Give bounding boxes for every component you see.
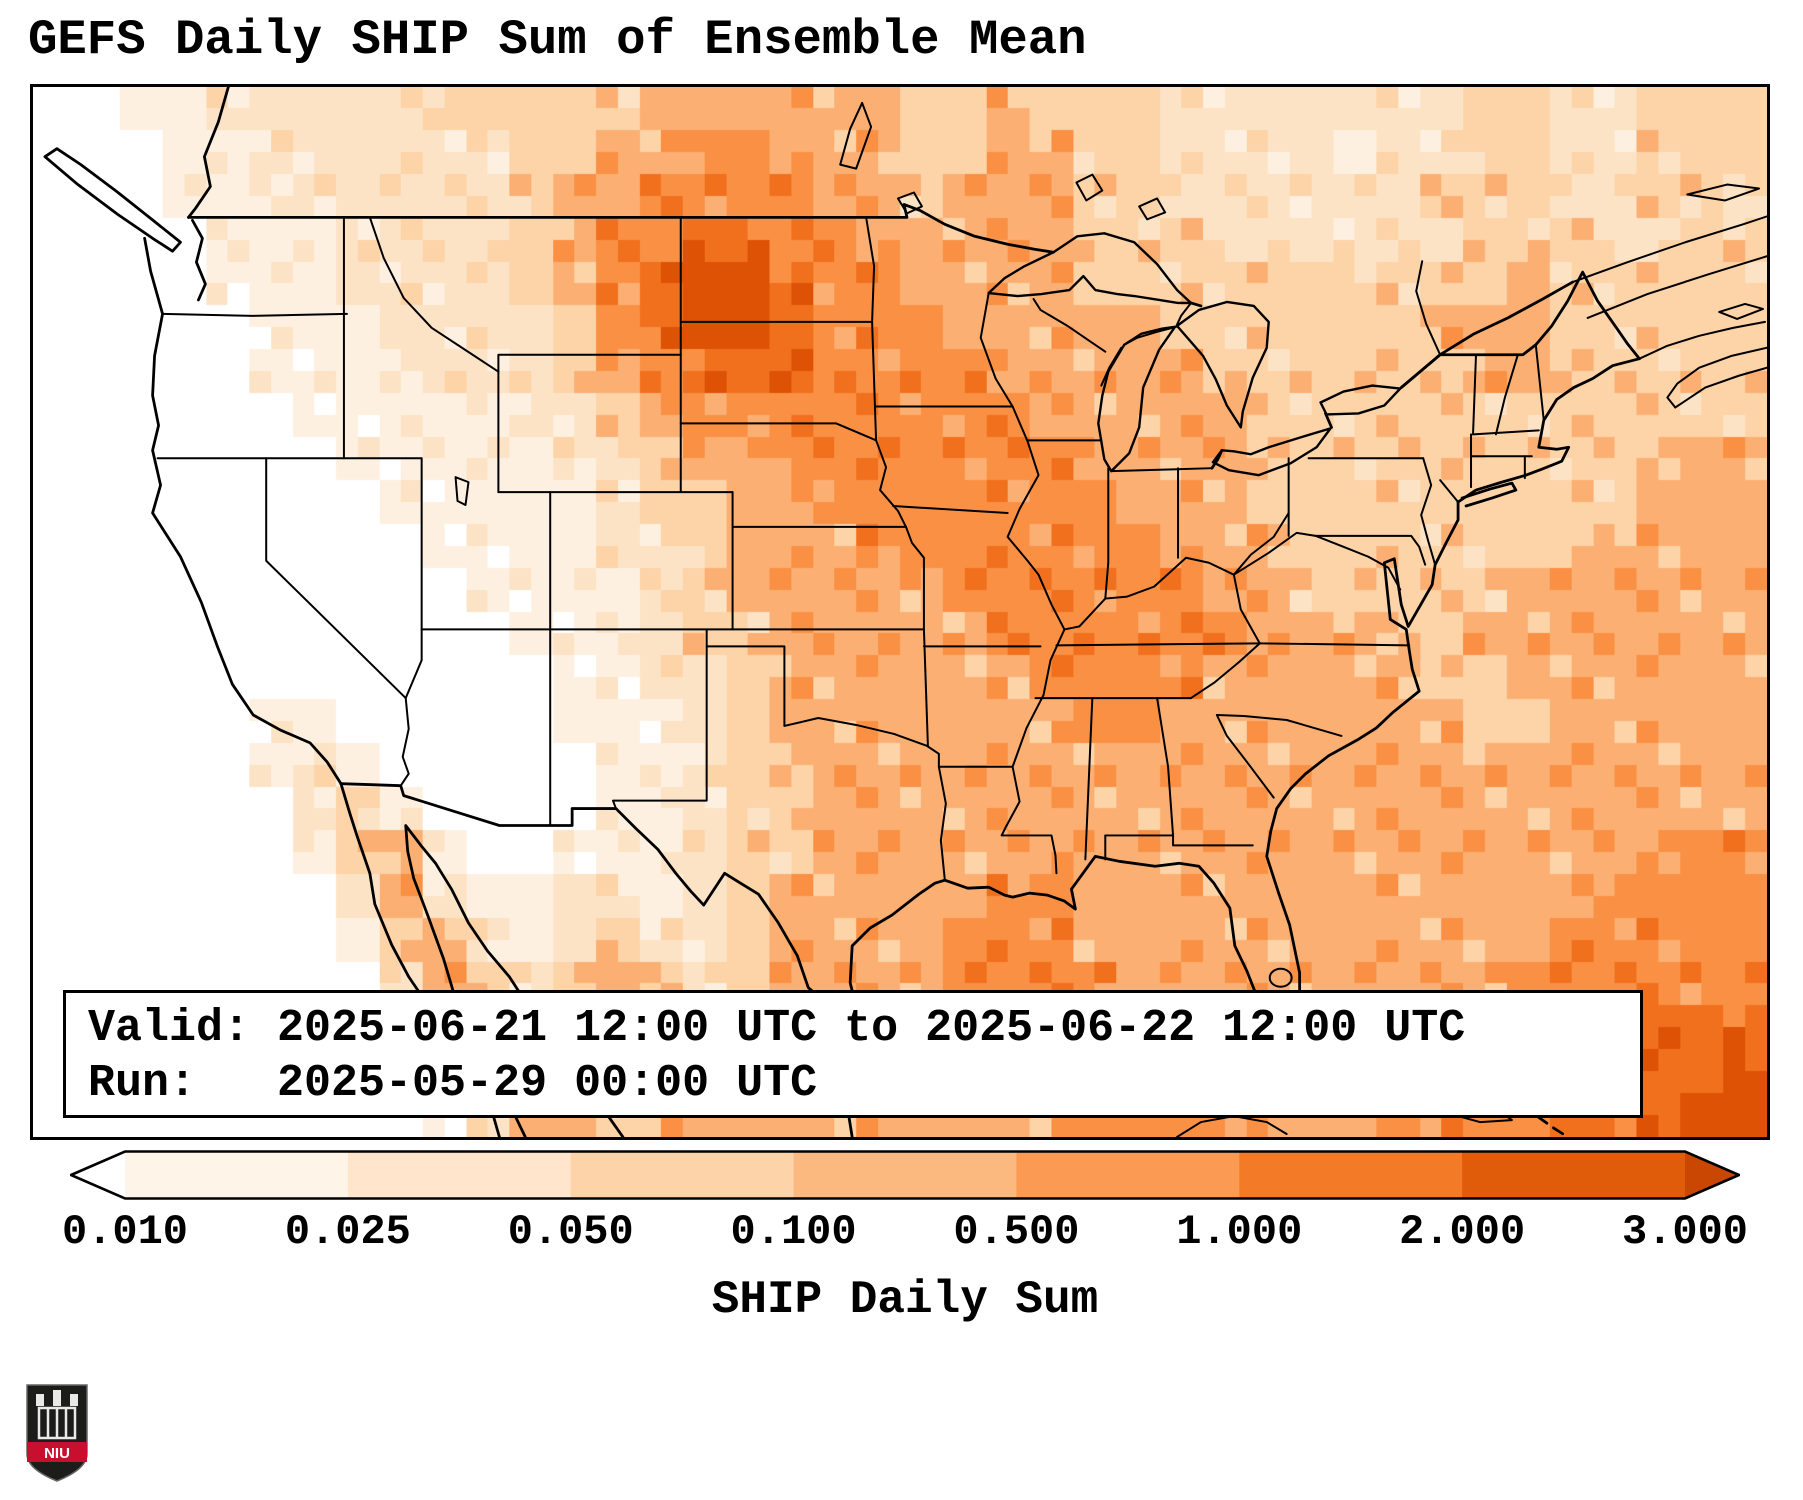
colorbar-tick-label: 0.025 [284, 1208, 411, 1256]
colorbar: 0.010 0.025 0.050 0.100 0.500 1.000 2.000 3.000… [0, 1146, 1803, 1386]
valid-time-text: Valid: 2025-06-21 12:00 UTC to 2025-06-2… [88, 1003, 1466, 1054]
figure-title: GEFS Daily SHIP Sum of Ensemble Mean [28, 12, 1087, 68]
colorbar-tick-label: 3.000 [1621, 1208, 1749, 1256]
colorbar-axis-label: SHIP Daily Sum [711, 1274, 1099, 1326]
colorbar-tick-label: 2.000 [1399, 1208, 1526, 1256]
map-borders-overlay [43, 87, 1767, 1137]
great-lakes-group [987, 232, 1402, 477]
niu-castle-tower-right [70, 1394, 78, 1406]
niu-castle-tower-center [53, 1390, 61, 1406]
niu-shield-icon: NIU [26, 1384, 88, 1482]
colorbar-bar [70, 1150, 1740, 1200]
validity-info-box: Valid: 2025-06-21 12:00 UTC to 2025-06-2… [63, 990, 1643, 1118]
niu-logo: NIU [24, 1382, 90, 1484]
colorbar-tick-label: 1.000 [1176, 1208, 1303, 1256]
state-borders-group [156, 216, 1545, 882]
map-frame: Valid: 2025-06-21 12:00 UTC to 2025-06-2… [30, 84, 1770, 1140]
niu-castle-tower-left [36, 1394, 44, 1406]
colorbar-tick-label: 0.010 [61, 1208, 189, 1256]
niu-banner [27, 1442, 87, 1462]
niu-logo-text: NIU [44, 1445, 70, 1462]
ship-heatmap-canvas [33, 87, 1767, 1137]
coastline-group [43, 87, 1641, 1137]
canada-features-group [839, 101, 1767, 409]
colorbar-tick-labels: 0.010 0.025 0.050 0.100 0.500 1.000 2.000 3.000 [0, 1208, 1803, 1260]
colorbar-tick-label: 0.100 [730, 1208, 857, 1256]
colorbar-tick-label: 0.500 [953, 1208, 1080, 1256]
colorbar-tick-label: 0.050 [507, 1208, 634, 1256]
run-time-text: Run: 2025-05-29 00:00 UTC [88, 1058, 818, 1109]
